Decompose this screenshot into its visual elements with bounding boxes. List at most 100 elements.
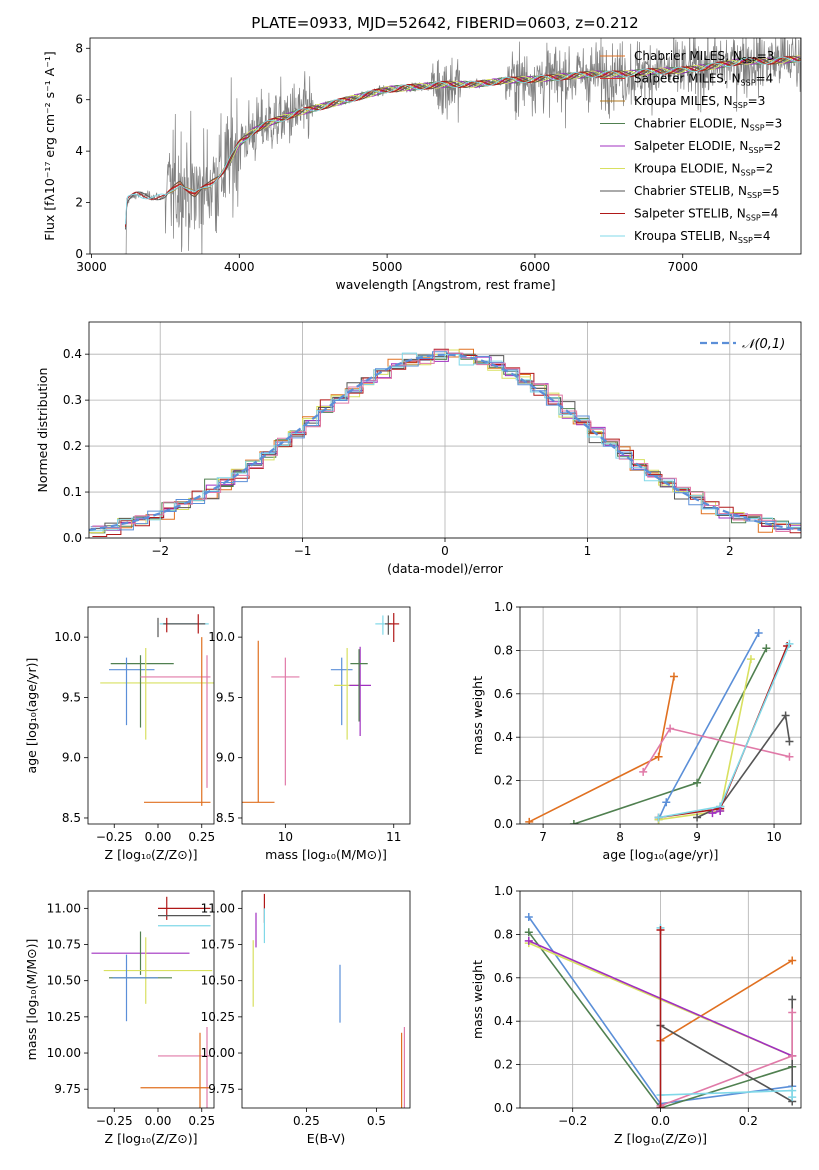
y-tick-label: 10.00 — [201, 1046, 235, 1060]
x-tick-label: 0.00 — [145, 1114, 172, 1128]
series-marker — [569, 820, 578, 824]
x-tick-label: 6000 — [520, 260, 551, 274]
y-tick-label: 0.2 — [63, 439, 82, 453]
series-line — [659, 927, 793, 1098]
y-tick-label: 10.50 — [201, 974, 235, 988]
y-tick-label: 8.5 — [216, 811, 235, 825]
mass_vs_EBV-xlabel: E(B-V) — [307, 1131, 346, 1146]
series-marker — [781, 711, 790, 720]
massweight_vs_Z-frame — [519, 890, 802, 1109]
y-tick-label: 0.0 — [494, 1101, 513, 1115]
x-tick-label: −1 — [294, 544, 312, 558]
spectrum-ylabel: Flux [fλ10⁻¹⁷ erg cm⁻² s⁻¹ A⁻¹] — [42, 51, 57, 240]
series-marker — [708, 809, 717, 818]
legend-subscript: SSP — [733, 101, 748, 110]
series-marker — [788, 1051, 797, 1060]
legend-label: Salpeter STELIB, NSSP=4 — [634, 207, 778, 223]
series-marker — [693, 778, 702, 787]
model-curve — [125, 56, 801, 225]
legend-subscript: SSP — [741, 169, 756, 178]
series-line — [573, 647, 768, 824]
series-marker — [762, 644, 771, 653]
legend-label: Chabrier ELODIE, NSSP=3 — [634, 117, 782, 133]
legend-value: =3 — [757, 49, 775, 63]
x-tick-label: 0.25 — [293, 1114, 320, 1128]
x-tick-label: 7000 — [667, 260, 698, 274]
y-tick-label: 10.75 — [47, 938, 81, 952]
x-tick-label: 0 — [441, 544, 449, 558]
legend-value: =2 — [763, 139, 781, 153]
series-marker — [785, 752, 794, 761]
y-tick-label: 9.5 — [216, 690, 235, 704]
x-tick-label: −2 — [151, 544, 169, 558]
x-tick-label: 1 — [584, 544, 592, 558]
series-marker — [525, 817, 534, 824]
legend-label: Kroupa ELODIE, NSSP=2 — [634, 162, 773, 178]
legend-subscript: SSP — [747, 191, 762, 200]
series-line — [660, 959, 793, 1042]
y-tick-label: 4 — [75, 144, 83, 158]
age_vs_mass-axes: 10 11 8.5 9.0 9.5 10.0 — [208, 630, 401, 844]
x-tick-label: 0.5 — [367, 1114, 386, 1128]
y-tick-label: 10.00 — [47, 1046, 81, 1060]
y-tick-label: 0.6 — [494, 971, 513, 985]
legend-label: Kroupa STELIB, NSSP=4 — [634, 229, 771, 245]
x-tick-label: 0.25 — [188, 830, 215, 844]
series-marker — [693, 813, 702, 822]
residuals-ylabel: Normed distribution — [35, 368, 50, 493]
histogram-series — [92, 352, 801, 531]
y-tick-label: 0.0 — [63, 531, 82, 545]
model-curve — [224, 55, 801, 171]
histogram-series — [92, 349, 801, 532]
normal-reference-curve — [89, 353, 801, 531]
massweight_vs_age-ylabel: mass weight — [470, 676, 485, 755]
x-tick-label: 5000 — [372, 260, 403, 274]
series-line — [642, 727, 790, 773]
x-tick-label: 11 — [386, 830, 401, 844]
series-marker — [666, 724, 675, 733]
legend-label: Chabrier STELIB, NSSP=5 — [634, 184, 780, 200]
y-tick-label: 0.2 — [494, 1058, 513, 1072]
legend-label: Salpeter MILES, NSSP=4 — [634, 72, 773, 88]
y-tick-label: 9.5 — [62, 690, 81, 704]
series-marker — [656, 926, 665, 935]
series-marker — [788, 1008, 797, 1017]
spectrum-frame — [89, 37, 802, 255]
legend-subscript: SSP — [742, 56, 757, 65]
legend-value: =5 — [762, 184, 780, 198]
series-marker — [785, 639, 794, 648]
y-tick-label: 1.0 — [494, 884, 513, 898]
age_vs_mass-marks — [242, 613, 400, 803]
series-line — [528, 676, 675, 823]
y-tick-label: 0.8 — [494, 927, 513, 941]
y-tick-label: 9.0 — [62, 751, 81, 765]
y-tick-label: 0 — [75, 247, 83, 261]
legend-value: =3 — [748, 94, 766, 108]
y-tick-label: 8 — [75, 41, 83, 55]
residuals-frame — [88, 321, 802, 539]
x-tick-label: 0.0 — [651, 1114, 670, 1128]
legend-subscript: SSP — [746, 214, 761, 223]
y-tick-label: 10.25 — [201, 1010, 235, 1024]
y-tick-label: 2 — [75, 196, 83, 210]
series-marker — [639, 767, 648, 776]
y-tick-label: 10.0 — [54, 630, 81, 644]
x-tick-label: 10 — [278, 830, 293, 844]
legend-subscript: SSP — [741, 79, 756, 88]
mass_vs_Z-xlabel: Z [log₁₀(Z/Z⊙)] — [105, 1131, 198, 1146]
series-marker — [669, 672, 678, 681]
y-tick-label: 10.25 — [47, 1010, 81, 1024]
legend-subscript: SSP — [738, 236, 753, 245]
legend-value: =4 — [753, 229, 771, 243]
massweight_vs_Z-xlabel: Z [log₁₀(Z/Z⊙)] — [614, 1131, 707, 1146]
age_vs_Z-ylabel: age [log₁₀(age/yr)] — [24, 658, 39, 774]
series-marker — [785, 737, 794, 746]
massweight_vs_age-frame — [519, 606, 802, 825]
massweight_vs_age-marks — [525, 629, 794, 824]
massweight_vs_Z-marks — [524, 913, 797, 1108]
age_vs_Z-xlabel: Z [log₁₀(Z/Z⊙)] — [105, 847, 198, 862]
residuals-xlabel: (data-model)/error — [387, 561, 504, 576]
age_vs_Z-axes: −0.25 0.00 0.25 8.5 9.0 9.5 10.0 — [54, 630, 215, 844]
x-tick-label: 9 — [693, 830, 701, 844]
model-curve — [224, 55, 801, 168]
